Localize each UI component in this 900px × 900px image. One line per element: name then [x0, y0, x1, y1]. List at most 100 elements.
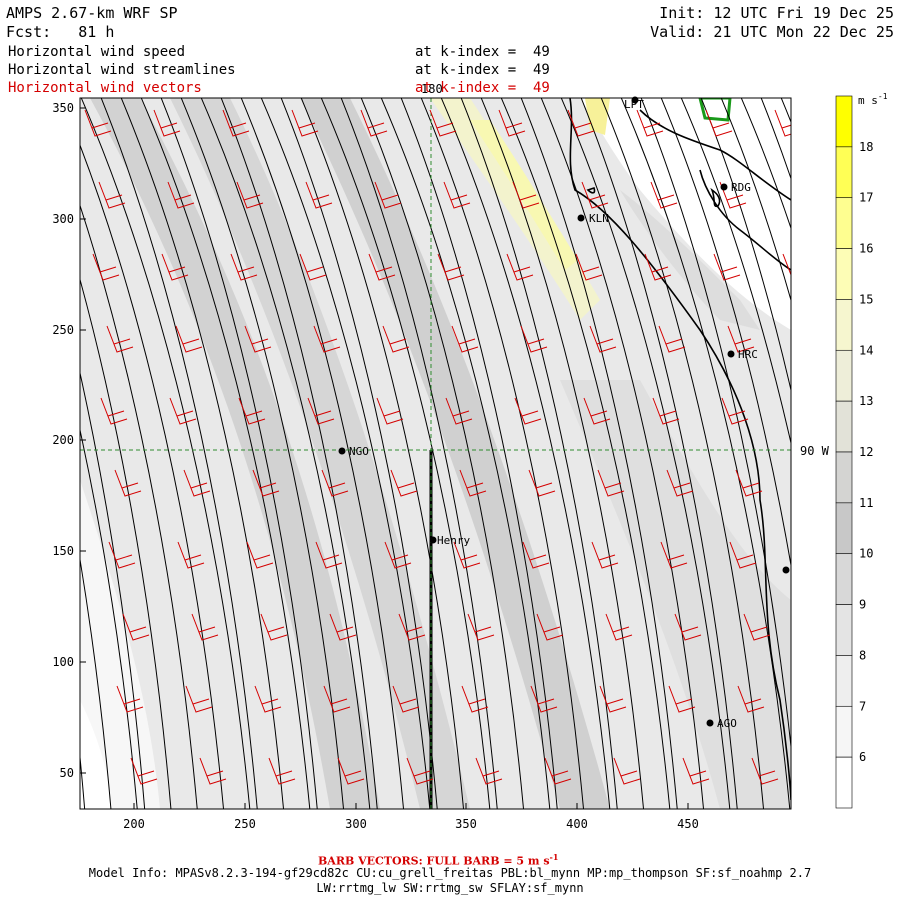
- wind-barb: [512, 181, 540, 209]
- colorbar-label: 18: [859, 140, 873, 154]
- model-title: AMPS 2.67-km WRF SP: [6, 4, 178, 22]
- colorbar-label: 10: [859, 547, 873, 561]
- wind-barb: [774, 109, 791, 137]
- station-hrc[interactable]: HRC: [727, 348, 758, 361]
- streamline: [720, 98, 791, 303]
- wind-barb: [374, 181, 402, 209]
- station-rdg[interactable]: RDG: [720, 181, 751, 194]
- colorbar-swatch: [835, 502, 853, 555]
- wind-barb: [106, 325, 134, 353]
- streamline: [80, 370, 146, 809]
- streamline: [80, 204, 198, 809]
- station-kln[interactable]: KLN: [577, 212, 609, 225]
- wind-barb: [636, 109, 664, 137]
- wind-barb: [498, 109, 526, 137]
- colorbar: 18 17 16 15 14 13 12 11 10 9 8 7 6: [835, 95, 873, 809]
- colorbar-swatch: [835, 95, 853, 148]
- colorbar-label: 7: [859, 699, 866, 713]
- wind-barb: [666, 469, 694, 497]
- wind-barb: [291, 109, 319, 137]
- wind-barb: [384, 541, 412, 569]
- wind-barb: [230, 253, 258, 281]
- wind-barb: [514, 397, 542, 425]
- model-info: Model Info: MPASv8.2.3-194-gf29cd82c CU:…: [88, 866, 812, 880]
- station-ago[interactable]: AGO: [706, 717, 737, 730]
- wind-barb: [185, 685, 213, 713]
- x-tick-label: 250: [234, 817, 256, 831]
- streamline: [420, 98, 585, 809]
- streamline: [0, 95, 78, 812]
- wind-barb: [84, 109, 112, 137]
- colorbar-label: 13: [859, 394, 873, 408]
- field-level-streamlines: at k-index = 49: [415, 62, 550, 78]
- axis-ticks: [80, 107, 689, 809]
- station-lpt[interactable]: LPT: [624, 96, 644, 112]
- wind-barb: [506, 253, 534, 281]
- fcst-value: 81 h: [78, 23, 115, 41]
- streamline: [520, 98, 678, 809]
- wind-barb: [360, 109, 388, 137]
- wind-barb: [122, 613, 150, 641]
- wind-barb: [315, 541, 343, 569]
- wind-barb: [108, 541, 136, 569]
- wind-barb: [299, 253, 327, 281]
- wind-barb: [782, 253, 791, 277]
- y-axis-labels: 350 300 250 200 150 100 50: [52, 101, 74, 780]
- station-ngo[interactable]: NGO: [338, 445, 369, 458]
- wind-barb: [453, 541, 481, 569]
- wind-barb: [599, 685, 627, 713]
- streamline: [240, 98, 405, 809]
- colorbar-swatch: [835, 197, 853, 249]
- wind-barb: [153, 109, 181, 137]
- wind-barb: [583, 397, 611, 425]
- wind-barb: [658, 325, 686, 353]
- wind-barb: [528, 469, 556, 497]
- wind-barb: [382, 325, 410, 353]
- wind-barb: [644, 253, 672, 281]
- wind-barb: [650, 181, 678, 209]
- colorbar-swatch: [835, 248, 853, 300]
- field-name-streamlines: Horizontal wind streamlines: [8, 62, 236, 78]
- wind-barb: [238, 397, 266, 425]
- colorbar-label: 12: [859, 445, 873, 459]
- streamline: [440, 98, 611, 809]
- svg-text:KLN: KLN: [589, 212, 609, 225]
- wind-barb: [605, 613, 633, 641]
- forecast-hour: Fcst: 81 h: [6, 23, 114, 41]
- wind-barb: [98, 181, 126, 209]
- streamline: [80, 277, 172, 809]
- streamline: [160, 98, 318, 809]
- x-axis-labels: 200 250 300 350 400 450: [123, 817, 699, 831]
- wind-barb: [437, 253, 465, 281]
- streamline: [660, 98, 791, 569]
- wind-barb: [130, 757, 158, 785]
- wind-barb: [660, 541, 688, 569]
- wind-barb: [252, 469, 280, 497]
- wind-barb: [544, 757, 572, 785]
- wind-barb: [100, 397, 128, 425]
- wind-barb: [167, 181, 195, 209]
- streamline: [700, 98, 791, 393]
- fcst-label: Fcst:: [6, 23, 52, 41]
- colorbar-swatch: [835, 299, 853, 351]
- wind-barb: [459, 469, 487, 497]
- wind-barb: [429, 109, 457, 137]
- station-marker-edge[interactable]: [782, 566, 790, 574]
- wind-barb: [191, 613, 219, 641]
- wind-barb: [727, 325, 755, 353]
- station-henry[interactable]: Henry: [429, 534, 471, 547]
- svg-text:AGO: AGO: [717, 717, 737, 730]
- wind-barb: [313, 325, 341, 353]
- wind-barb: [92, 253, 120, 281]
- wind-barb: [451, 325, 479, 353]
- y-tick-label: 350: [52, 101, 74, 115]
- streamline: [360, 98, 525, 809]
- parallel-label: 90 W: [800, 444, 830, 458]
- streamline: [500, 98, 671, 809]
- barb-note: BARB VECTORS: FULL BARB = 5 m s-1: [318, 852, 559, 868]
- coastline: [569, 98, 791, 801]
- wind-barb: [307, 397, 335, 425]
- wind-barb: [567, 109, 595, 137]
- x-tick-label: 450: [677, 817, 699, 831]
- colorbar-swatch: [835, 756, 853, 809]
